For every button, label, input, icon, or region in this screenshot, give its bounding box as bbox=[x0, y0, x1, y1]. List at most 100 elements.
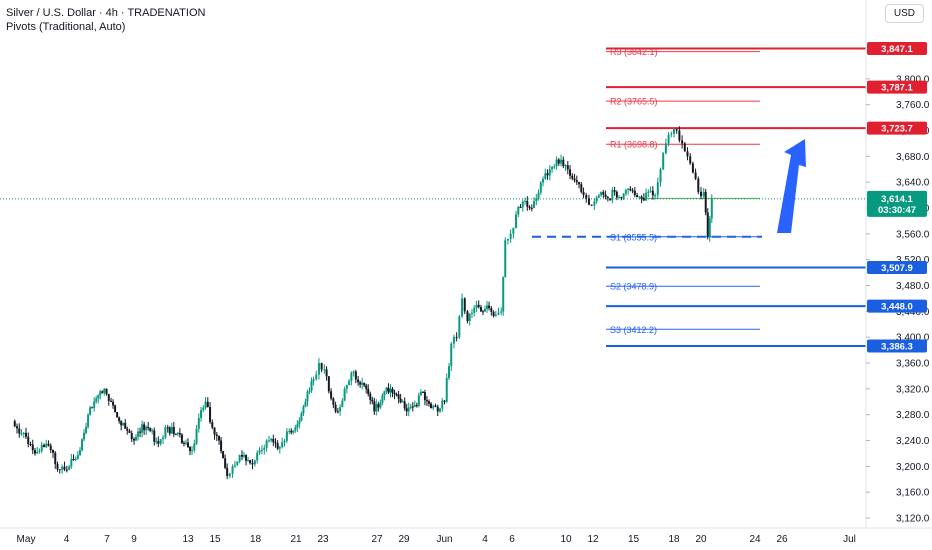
candle-body bbox=[306, 391, 309, 402]
candle-body bbox=[63, 466, 66, 470]
candle-body bbox=[312, 379, 315, 381]
candle-body bbox=[609, 198, 612, 201]
pivot-label: S2 (3478.9) bbox=[610, 282, 657, 292]
candle-body bbox=[162, 437, 165, 440]
candle-body bbox=[486, 305, 489, 309]
candle-body bbox=[176, 432, 179, 435]
candle-body bbox=[283, 440, 286, 443]
candle-body bbox=[251, 463, 254, 465]
candle-body bbox=[231, 466, 234, 474]
price-tick-label: 3,320.0 bbox=[896, 384, 930, 395]
candle-body bbox=[638, 196, 641, 198]
candle-body bbox=[560, 159, 563, 164]
candle-body bbox=[387, 387, 390, 393]
candle-body bbox=[36, 451, 39, 454]
candle-body bbox=[427, 401, 430, 404]
candle-body bbox=[448, 366, 450, 379]
candle-body bbox=[95, 398, 98, 402]
candle-body bbox=[477, 304, 480, 308]
candle-body bbox=[363, 382, 366, 386]
time-axis[interactable]: May 4 7 9 13 15 18 21 23 27 29 Jun 4 6 10 12 15 18 20 24 26 J… bbox=[0, 527, 932, 545]
candle-body bbox=[488, 305, 491, 309]
candle-body bbox=[352, 371, 355, 373]
candle-body bbox=[530, 208, 533, 210]
time-tick-label: 29 bbox=[398, 534, 410, 545]
candle-body bbox=[708, 218, 711, 238]
candle-body bbox=[317, 363, 320, 375]
candle-body bbox=[415, 404, 418, 406]
level-price-tag-text: 3,507.9 bbox=[881, 263, 913, 274]
time-tick-label: 12 bbox=[587, 534, 599, 545]
candle-body bbox=[526, 200, 529, 207]
candle-body bbox=[673, 129, 675, 134]
time-tick-label: 4 bbox=[64, 534, 70, 545]
candle-body bbox=[341, 400, 344, 408]
candle-body bbox=[593, 201, 596, 206]
candle-body bbox=[112, 401, 115, 406]
candle-body bbox=[323, 369, 326, 371]
candle-body bbox=[620, 197, 623, 199]
candle-body bbox=[339, 407, 342, 412]
candle-body bbox=[87, 414, 90, 427]
time-tick-label: 27 bbox=[371, 534, 383, 545]
candle-body bbox=[81, 439, 84, 451]
candle-body bbox=[315, 374, 318, 380]
candle-body bbox=[642, 198, 645, 201]
price-tick-label: 3,160.0 bbox=[896, 488, 930, 499]
candle-body bbox=[105, 388, 108, 395]
candle-body bbox=[490, 308, 493, 312]
candle-body bbox=[470, 312, 473, 314]
candle-body bbox=[332, 398, 335, 405]
price-tick-label: 3,240.0 bbox=[896, 436, 930, 447]
candle-body bbox=[91, 407, 94, 409]
candle-body bbox=[430, 403, 432, 409]
candle-body bbox=[407, 407, 410, 412]
candle-body bbox=[327, 376, 330, 392]
candle-body bbox=[706, 212, 709, 238]
candle-body bbox=[139, 431, 142, 433]
candle-body bbox=[509, 233, 512, 239]
candle-body bbox=[213, 427, 216, 435]
candle-body bbox=[450, 343, 453, 367]
candle-body bbox=[76, 454, 79, 459]
price-tick-label: 3,760.0 bbox=[896, 100, 930, 111]
candle-body bbox=[681, 140, 684, 144]
candle-body bbox=[689, 156, 692, 164]
candle-body bbox=[519, 207, 522, 209]
candle-body bbox=[25, 432, 27, 437]
candle-body bbox=[627, 188, 630, 190]
level-price-tag-text: 3,448.0 bbox=[881, 302, 913, 313]
candle-body bbox=[85, 426, 88, 433]
symbol-title[interactable]: Silver / U.S. Dollar · 4h · TRADENATION bbox=[6, 7, 206, 19]
candle-body bbox=[436, 406, 439, 412]
forecast-arrow bbox=[777, 139, 806, 233]
candle-body bbox=[683, 143, 686, 152]
candle-body bbox=[336, 411, 339, 413]
candle-body bbox=[149, 427, 152, 431]
price-tick-label: 3,480.0 bbox=[896, 281, 930, 292]
candle-body bbox=[270, 438, 273, 441]
candle-body bbox=[211, 422, 214, 428]
candle-body bbox=[564, 165, 567, 167]
candle-body bbox=[397, 394, 400, 399]
candle-body bbox=[697, 178, 700, 192]
currency-button[interactable]: USD bbox=[884, 4, 924, 23]
candle-body bbox=[170, 426, 173, 434]
candle-body bbox=[361, 382, 364, 385]
candle-body bbox=[29, 444, 32, 446]
candle-body bbox=[389, 388, 392, 393]
candle-body bbox=[274, 442, 277, 444]
candle-body bbox=[502, 276, 505, 312]
price-tick-label: 3,560.0 bbox=[896, 229, 930, 240]
candle-body bbox=[546, 173, 549, 176]
candle-body bbox=[72, 459, 75, 461]
candle-body bbox=[65, 469, 68, 471]
candle-body bbox=[157, 441, 160, 444]
candle-body bbox=[114, 405, 117, 413]
candle-body bbox=[475, 304, 478, 309]
candle-body bbox=[263, 447, 266, 450]
time-tick-label: 6 bbox=[509, 534, 515, 545]
candle-body bbox=[379, 402, 382, 408]
indicator-label[interactable]: Pivots (Traditional, Auto) bbox=[6, 21, 126, 33]
